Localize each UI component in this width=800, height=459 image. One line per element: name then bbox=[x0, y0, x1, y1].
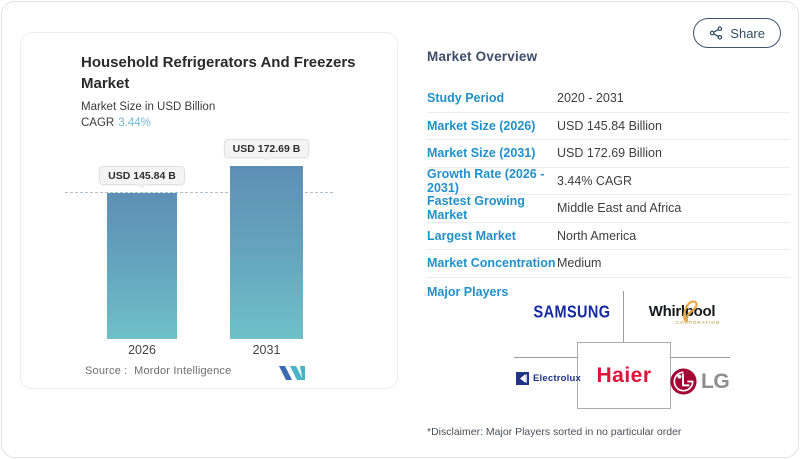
row-value: North America bbox=[557, 228, 637, 243]
source-name: Mordor Intelligence bbox=[134, 365, 232, 377]
share-button-label: Share bbox=[730, 25, 765, 41]
row-label: Market Size (2031) bbox=[427, 146, 536, 161]
source-label: Source : bbox=[85, 365, 128, 377]
major-players-label: Major Players bbox=[427, 285, 509, 299]
source-line: Source : Mordor Intelligence bbox=[85, 365, 231, 377]
overview-row-market-size-2031: Market Size (2031) USD 172.69 Billion bbox=[427, 140, 790, 168]
haier-box: Haier bbox=[577, 342, 671, 409]
lg-icon bbox=[669, 367, 698, 396]
row-value: Medium bbox=[557, 256, 602, 271]
row-label: Market Size (2026) bbox=[427, 118, 536, 133]
chart-subtitle: Market Size in USD Billion bbox=[81, 101, 216, 114]
reference-line bbox=[65, 192, 333, 193]
row-label: Study Period bbox=[427, 91, 505, 106]
chart-header: Household Refrigerators And Freezers Mar… bbox=[81, 53, 367, 129]
bar-value-label-2031: USD 172.69 B bbox=[223, 139, 310, 158]
row-value: USD 172.69 Billion bbox=[557, 146, 662, 161]
overview-table: Study Period 2020 - 2031 Market Size (20… bbox=[427, 85, 790, 278]
row-value: 3.44% CAGR bbox=[557, 173, 633, 188]
row-label: Market Concentration bbox=[427, 256, 556, 271]
electrolux-logo: Electrolux bbox=[516, 372, 581, 385]
row-value: USD 145.84 Billion bbox=[557, 118, 662, 133]
bar-2031[interactable] bbox=[230, 166, 303, 339]
x-axis-label-2031: 2031 bbox=[252, 343, 281, 357]
electrolux-icon bbox=[516, 372, 529, 385]
whirlpool-corporation-text: CORPORATION bbox=[675, 320, 720, 325]
row-label: Largest Market bbox=[427, 228, 516, 243]
share-icon bbox=[709, 26, 723, 40]
overview-heading: Market Overview bbox=[427, 49, 538, 64]
players-divider-vertical bbox=[623, 291, 624, 342]
row-value: Middle East and Africa bbox=[557, 201, 682, 216]
haier-logo: Haier bbox=[596, 363, 652, 387]
chart-title: Household Refrigerators And Freezers Mar… bbox=[81, 54, 356, 92]
overview-row-market-concentration: Market Concentration Medium bbox=[427, 250, 790, 278]
lg-logo: LG bbox=[669, 367, 730, 396]
players-connector-right bbox=[669, 357, 730, 358]
cagr-value: 3.44% bbox=[118, 117, 151, 130]
lg-wordmark: LG bbox=[701, 369, 730, 393]
cagr-label: CAGR bbox=[81, 117, 115, 130]
electrolux-wordmark: Electrolux bbox=[533, 373, 581, 384]
bar-chart: USD 145.84 B USD 172.69 B bbox=[21, 139, 397, 339]
whirlpool-wordmark: Whirlpool bbox=[640, 300, 724, 323]
bar-group-2031: USD 172.69 B bbox=[223, 139, 310, 339]
overview-row-growth-rate: Growth Rate (2026 - 2031) 3.44% CAGR bbox=[427, 166, 790, 195]
row-label: Fastest Growing Market bbox=[427, 194, 525, 223]
bar-2026[interactable] bbox=[107, 193, 177, 339]
chart-cagr-line: CAGR 3.44% bbox=[81, 117, 367, 129]
mordor-intelligence-logo bbox=[279, 366, 305, 385]
row-value: 2020 - 2031 bbox=[557, 91, 624, 106]
whirlpool-logo: Whirlpool CORPORATION bbox=[640, 300, 724, 325]
row-label: Growth Rate (2026 - 2031) bbox=[427, 166, 545, 195]
overview-row-study-period: Study Period 2020 - 2031 bbox=[427, 85, 790, 113]
overview-row-market-size-2026: Market Size (2026) USD 145.84 Billion bbox=[427, 113, 790, 140]
bar-group-2026: USD 145.84 B bbox=[99, 166, 185, 339]
x-axis-label-2026: 2026 bbox=[128, 343, 156, 357]
disclaimer-text: *Disclaimer: Major Players sorted in no … bbox=[427, 426, 682, 438]
players-connector-left bbox=[514, 357, 577, 358]
bar-value-label-2026: USD 145.84 B bbox=[99, 166, 185, 185]
samsung-logo: SAMSUNG bbox=[533, 303, 611, 323]
market-size-chart-card: Household Refrigerators And Freezers Mar… bbox=[20, 32, 398, 389]
share-button[interactable]: Share bbox=[693, 18, 781, 48]
overview-row-fastest-growing-market: Fastest Growing Market Middle East and A… bbox=[427, 194, 790, 223]
overview-row-largest-market: Largest Market North America bbox=[427, 223, 790, 250]
